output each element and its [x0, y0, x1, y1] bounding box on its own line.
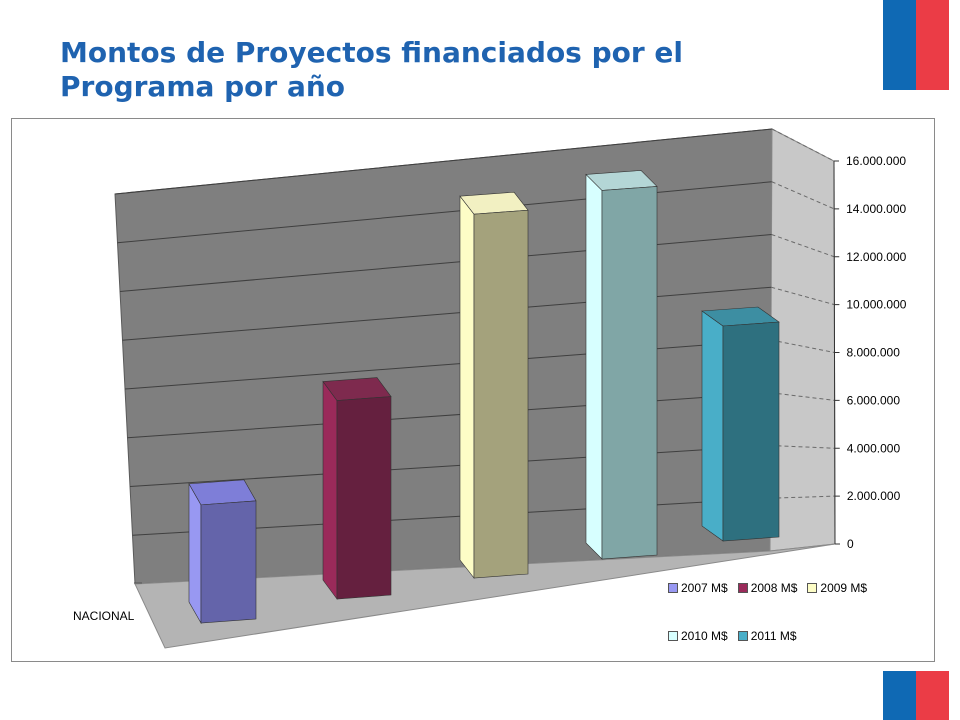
- y-tick-label: 6.000.000: [847, 393, 901, 407]
- y-tick-label: 16.000.000: [846, 154, 906, 168]
- legend-swatch: [737, 631, 748, 641]
- gridline-side: [770, 392, 835, 401]
- bar-side-2011 M$: [701, 310, 724, 542]
- flag-red-stripe: [916, 671, 949, 720]
- legend-item: 2008 M$: [737, 581, 798, 595]
- flag-bottom-decoration: [883, 671, 949, 720]
- bar-2008 M$: [336, 396, 392, 600]
- slide-title: Montos de Proyectos financiados por el P…: [60, 36, 684, 103]
- legend-label: 2011 M$: [750, 629, 797, 643]
- y-tick-label: 2.000.000: [847, 489, 901, 503]
- y-tick-label: 14.000.000: [846, 202, 906, 216]
- gridline: [114, 128, 773, 195]
- bar-2010 M$: [601, 186, 658, 560]
- bar-2009 M$: [473, 209, 529, 579]
- legend-item: 2010 M$: [668, 629, 728, 643]
- y-tick-label: 4.000.000: [847, 441, 901, 455]
- legend-row: 2007 M$ 2008 M$ 2009 M$: [668, 581, 877, 595]
- gridline-side: [770, 339, 835, 353]
- legend-item: 2007 M$: [668, 581, 728, 595]
- legend-swatch: [737, 583, 748, 593]
- gridline-side: [771, 286, 835, 306]
- legend-item: 2009 M$: [807, 581, 867, 595]
- legend-swatch: [807, 583, 818, 593]
- legend-item: 2011 M$: [737, 629, 797, 643]
- bar-chart-3d: 0 2.000.000 4.000.000 6.000.000 8.000.000 10.…: [73, 128, 907, 649]
- gridline-side: [770, 495, 835, 499]
- legend-label: 2009 M$: [820, 581, 868, 595]
- bar-top-2007 M$: [188, 479, 257, 506]
- flag-red-stripe: [916, 0, 949, 90]
- legend-label: 2010 M$: [681, 629, 728, 643]
- y-axis-line: [833, 160, 836, 545]
- chart-frame: 0 2.000.000 4.000.000 6.000.000 8.000.000 10.…: [11, 118, 935, 662]
- flag-blue-stripe: [883, 0, 916, 90]
- gridline: [129, 445, 771, 487]
- legend-swatch: [668, 631, 678, 641]
- bar-2011 M$: [722, 321, 780, 542]
- legend-row: 2010 M$ 2011 M$: [668, 629, 807, 643]
- gridline: [122, 286, 772, 341]
- x-category-label: NACIONAL: [73, 609, 135, 623]
- y-tick-label: 8.000.000: [847, 346, 901, 360]
- y-tick-label: 0: [847, 537, 854, 551]
- chart-side-wall: [769, 128, 836, 552]
- gridline: [119, 234, 772, 292]
- gridline-side: [771, 128, 835, 162]
- bar-side-2010 M$: [585, 173, 603, 560]
- flag-top-decoration: [883, 0, 949, 90]
- legend-swatch: [668, 583, 678, 593]
- bar-side-2008 M$: [322, 380, 338, 600]
- gridline: [127, 392, 771, 439]
- gridline: [117, 181, 772, 244]
- y-tick-label: 10.000.000: [846, 298, 906, 312]
- legend-label: 2007 M$: [681, 581, 728, 595]
- gridline: [124, 339, 772, 390]
- bar-side-2009 M$: [459, 195, 475, 579]
- bar-2007 M$: [200, 500, 257, 624]
- y-tick-label: 12.000.000: [846, 250, 906, 264]
- gridline-side: [771, 181, 835, 210]
- flag-blue-stripe: [883, 671, 916, 720]
- legend-label: 2008 M$: [750, 581, 798, 595]
- gridline-side: [770, 445, 835, 449]
- bar-side-2007 M$: [188, 482, 202, 625]
